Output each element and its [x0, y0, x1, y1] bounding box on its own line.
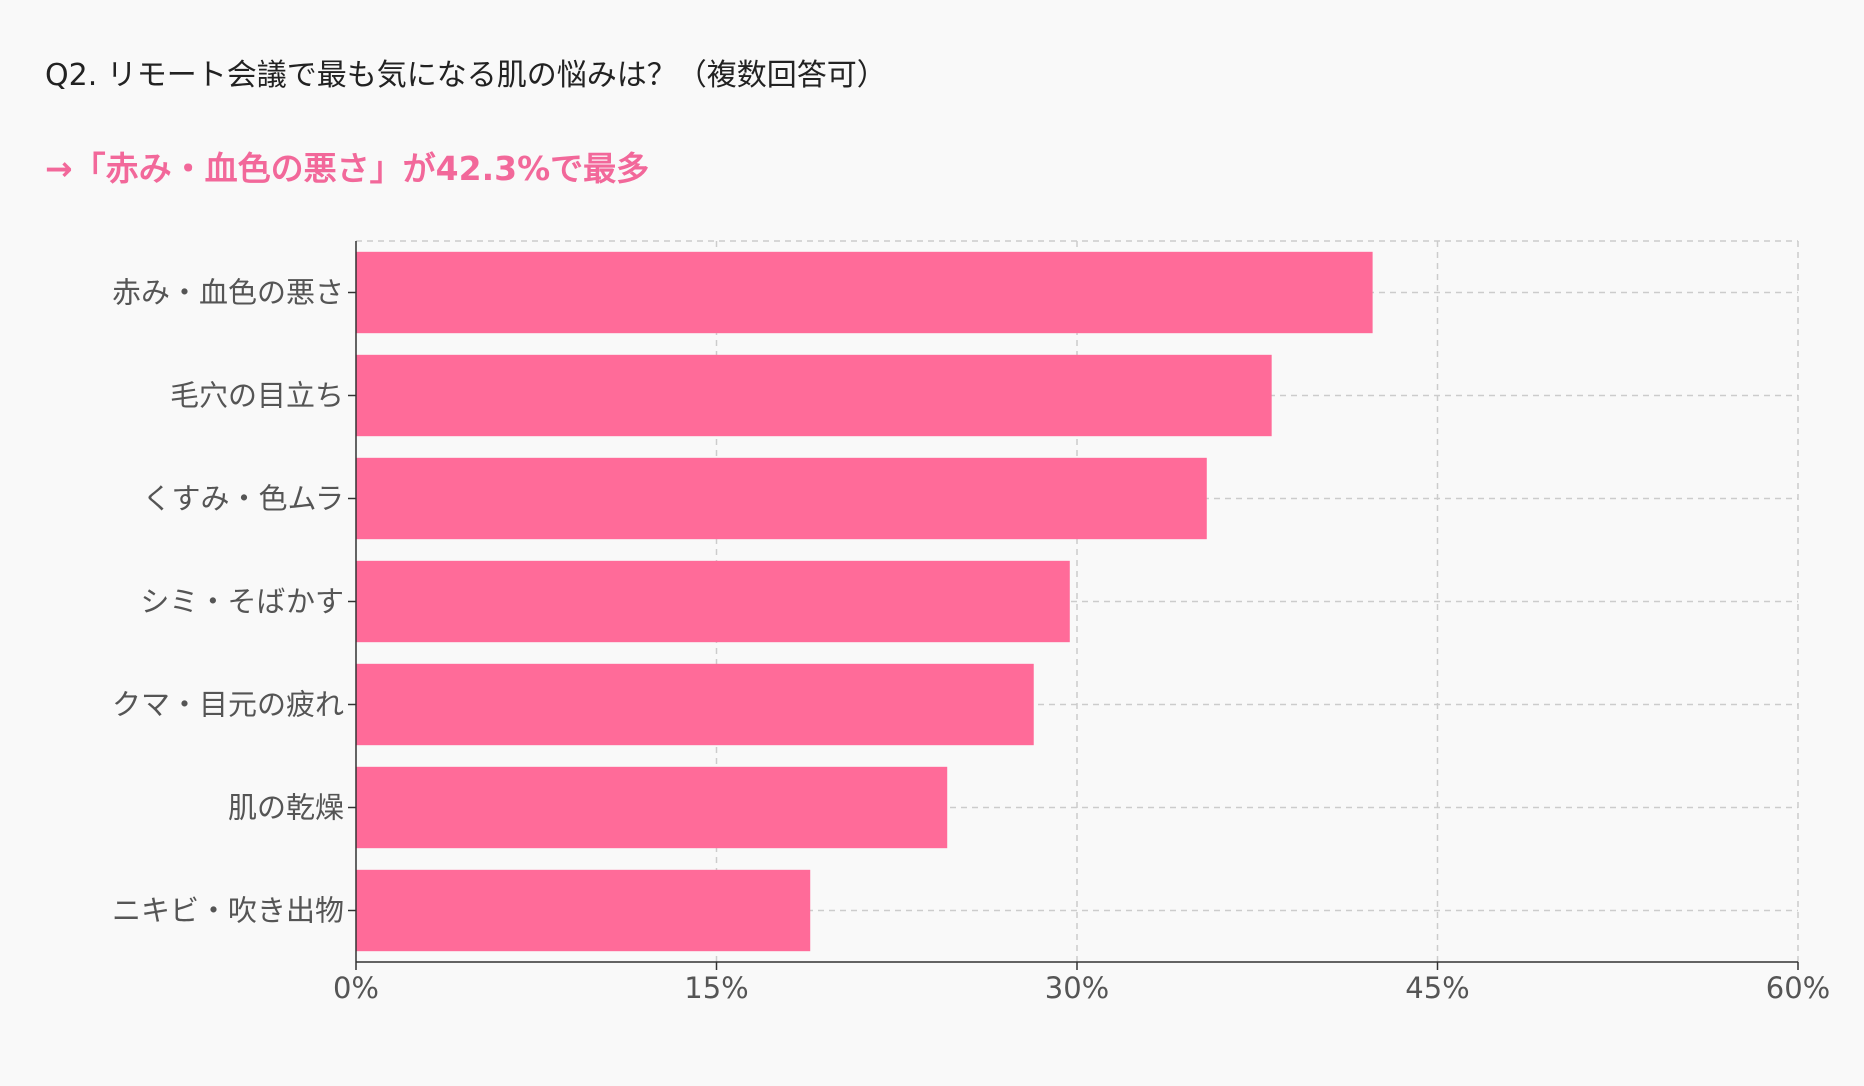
- x-tick-label: 60%: [1766, 971, 1830, 1005]
- category-label: クマ・目元の疲れ: [112, 688, 344, 722]
- bars: [356, 251, 1373, 952]
- bar: [356, 251, 1373, 334]
- category-label: くすみ・色ムラ: [142, 482, 344, 516]
- category-labels: 赤み・血色の悪さ毛穴の目立ちくすみ・色ムラシミ・そばかすクマ・目元の疲れ肌の乾燥…: [112, 276, 344, 928]
- axes: [348, 241, 1799, 970]
- category-label: 毛穴の目立ち: [170, 379, 344, 413]
- chart-highlight-subtitle: →「赤み・血色の悪さ」が42.3%で最多: [45, 149, 650, 188]
- x-tick-label: 45%: [1405, 971, 1469, 1005]
- category-label: ニキビ・吹き出物: [112, 894, 344, 928]
- bar: [356, 354, 1272, 437]
- category-label: シミ・そばかす: [140, 585, 344, 619]
- bar: [356, 663, 1034, 746]
- bar: [356, 457, 1207, 540]
- grid-lines: [356, 240, 1799, 962]
- category-label: 肌の乾燥: [228, 791, 344, 825]
- category-label: 赤み・血色の悪さ: [112, 276, 344, 310]
- x-tick-label: 15%: [684, 971, 748, 1005]
- bar: [356, 560, 1070, 643]
- x-tick-label: 0%: [333, 971, 379, 1005]
- bar: [356, 869, 811, 952]
- x-tick-label: 30%: [1045, 971, 1109, 1005]
- chart-question-title: Q2. リモート会議で最も気になる肌の悩みは？（複数回答可）: [45, 58, 887, 93]
- bar: [356, 766, 948, 849]
- x-tick-labels: 0% 15% 30% 45% 60%: [333, 971, 1830, 1005]
